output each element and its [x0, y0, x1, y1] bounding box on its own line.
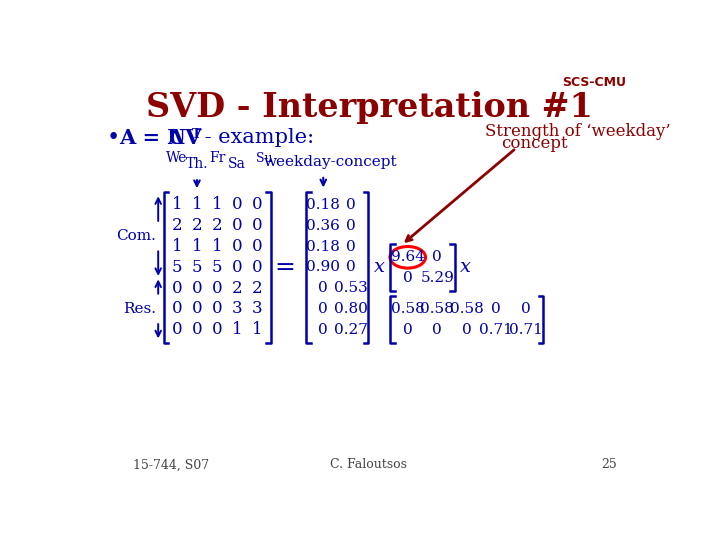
- Text: 0: 0: [432, 251, 442, 264]
- Text: 0: 0: [346, 219, 356, 233]
- Text: 0.80: 0.80: [334, 302, 368, 316]
- Text: 0: 0: [432, 323, 442, 336]
- Text: Res.: Res.: [123, 302, 156, 316]
- Text: 0: 0: [212, 300, 222, 318]
- Text: 0: 0: [192, 280, 202, 296]
- Text: 0: 0: [318, 323, 328, 336]
- Text: 0.58: 0.58: [391, 302, 425, 316]
- Text: 3: 3: [252, 300, 263, 318]
- Text: 0: 0: [212, 280, 222, 296]
- Text: 2: 2: [212, 217, 222, 234]
- Text: 2: 2: [232, 280, 243, 296]
- Text: Com.: Com.: [116, 229, 156, 243]
- Text: 0: 0: [232, 259, 243, 276]
- Text: 1: 1: [212, 238, 222, 255]
- Text: 0.58: 0.58: [420, 302, 454, 316]
- Text: 0: 0: [491, 302, 501, 316]
- Text: 0: 0: [171, 300, 182, 318]
- Text: A = U: A = U: [120, 128, 194, 148]
- Text: We: We: [166, 151, 187, 165]
- Text: x: x: [374, 258, 384, 276]
- Text: 5: 5: [192, 259, 202, 276]
- Text: Th.: Th.: [186, 157, 208, 171]
- Text: 0: 0: [521, 302, 531, 316]
- Text: 0.36: 0.36: [306, 219, 341, 233]
- Text: Λ: Λ: [168, 128, 184, 148]
- Text: weekday-concept: weekday-concept: [264, 155, 398, 168]
- Text: 1: 1: [171, 238, 182, 255]
- Text: Su: Su: [256, 152, 272, 165]
- Text: 0: 0: [252, 217, 263, 234]
- Text: 0.27: 0.27: [334, 323, 368, 336]
- Text: 0: 0: [252, 238, 263, 255]
- Text: 25: 25: [601, 458, 617, 471]
- Text: 0: 0: [252, 259, 263, 276]
- Text: 3: 3: [232, 300, 243, 318]
- Text: 0: 0: [346, 198, 356, 212]
- Text: 0: 0: [171, 321, 182, 338]
- Text: 1: 1: [192, 197, 202, 213]
- Text: 15-744, S07: 15-744, S07: [132, 458, 209, 471]
- Text: Strength of ‘weekday’: Strength of ‘weekday’: [485, 123, 671, 140]
- Text: 0: 0: [232, 238, 243, 255]
- Text: 5.29: 5.29: [420, 271, 454, 285]
- Text: 0: 0: [403, 271, 413, 285]
- Text: 2: 2: [171, 217, 182, 234]
- Text: 1: 1: [171, 197, 182, 213]
- Text: 0: 0: [192, 300, 202, 318]
- Text: 0: 0: [252, 197, 263, 213]
- Text: C. Faloutsos: C. Faloutsos: [330, 458, 408, 471]
- Text: 5: 5: [171, 259, 182, 276]
- Text: Sa: Sa: [228, 157, 246, 171]
- Text: concept: concept: [500, 135, 567, 152]
- Text: 0.71: 0.71: [480, 323, 513, 336]
- Text: V: V: [178, 128, 201, 148]
- Text: •: •: [107, 127, 120, 149]
- Text: 0: 0: [318, 302, 328, 316]
- Text: 5: 5: [212, 259, 222, 276]
- Text: T: T: [192, 127, 201, 140]
- Text: 0: 0: [192, 321, 202, 338]
- Text: 1: 1: [232, 321, 243, 338]
- Text: x: x: [460, 258, 472, 276]
- Text: 1: 1: [252, 321, 263, 338]
- Text: 2: 2: [252, 280, 263, 296]
- Text: 1: 1: [212, 197, 222, 213]
- Text: 0: 0: [232, 217, 243, 234]
- Text: 0: 0: [232, 197, 243, 213]
- Text: 0: 0: [212, 321, 222, 338]
- Text: - example:: - example:: [199, 129, 315, 147]
- Text: 0: 0: [403, 323, 413, 336]
- Text: SCS-CMU: SCS-CMU: [562, 76, 626, 89]
- Text: 0: 0: [462, 323, 472, 336]
- Text: 1: 1: [192, 238, 202, 255]
- Text: 0.90: 0.90: [306, 260, 341, 274]
- Text: 0.71: 0.71: [508, 323, 542, 336]
- Text: 0.58: 0.58: [450, 302, 484, 316]
- Text: 2: 2: [192, 217, 202, 234]
- Text: 0: 0: [171, 280, 182, 296]
- Text: 0.53: 0.53: [334, 281, 368, 295]
- Text: 9.64: 9.64: [391, 251, 425, 264]
- Text: Fr: Fr: [209, 151, 225, 165]
- Text: 0: 0: [346, 240, 356, 253]
- Text: SVD - Interpretation #1: SVD - Interpretation #1: [145, 91, 593, 124]
- Text: 0.18: 0.18: [306, 240, 341, 253]
- Text: =: =: [274, 256, 295, 279]
- Text: 0.18: 0.18: [306, 198, 341, 212]
- Text: 0: 0: [318, 281, 328, 295]
- Text: 0: 0: [346, 260, 356, 274]
